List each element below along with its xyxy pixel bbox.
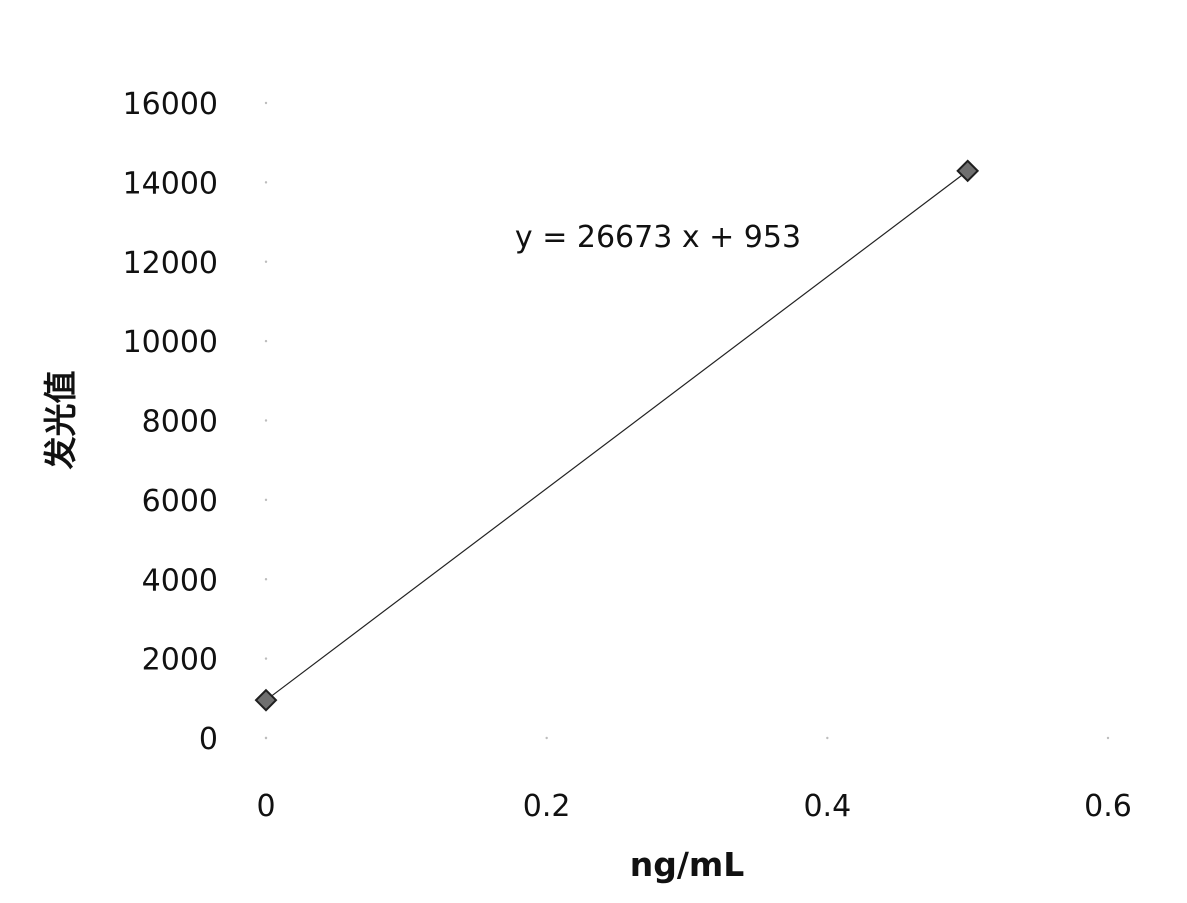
y-tick-dot — [265, 499, 267, 501]
y-tick-dot — [265, 657, 267, 659]
y-tick-dot — [265, 181, 267, 183]
x-axis-tick-labels: 0 0.2 0.4 0.6 — [256, 789, 1131, 824]
y-tick-label: 14000 — [123, 166, 218, 201]
y-tick-label: 0 — [199, 722, 218, 757]
y-tick-dot — [265, 578, 267, 580]
y-axis-tick-labels: 0 2000 4000 6000 8000 10000 12000 14000 16000 — [123, 87, 218, 757]
y-tick-dot — [265, 419, 267, 421]
y-tick-label: 6000 — [142, 484, 218, 519]
x-tick-dot — [1107, 737, 1109, 739]
y-tick-label: 16000 — [123, 87, 218, 122]
x-tick-label: 0 — [256, 789, 275, 824]
y-tick-label: 2000 — [142, 643, 218, 678]
y-tick-label: 8000 — [142, 405, 218, 440]
y-tick-label: 4000 — [142, 563, 218, 598]
x-tick-dot — [826, 737, 828, 739]
trendline-equation-label: y = 26673 x + 953 — [515, 220, 801, 255]
x-tick-label: 0.4 — [803, 789, 851, 824]
x-tick-label: 0.6 — [1084, 789, 1132, 824]
y-axis-title: 发光值 — [41, 371, 80, 470]
x-tick-dot — [545, 737, 547, 739]
y-tick-label: 10000 — [123, 325, 218, 360]
x-tick-label: 0.2 — [523, 789, 571, 824]
y-tick-dot — [265, 340, 267, 342]
y-tick-label: 12000 — [123, 246, 218, 281]
data-point-diamond — [256, 690, 276, 710]
y-tick-dot — [265, 261, 267, 263]
axis-tick-dots — [265, 102, 1109, 739]
data-point-diamond — [958, 161, 978, 181]
x-tick-dot — [265, 737, 267, 739]
y-tick-dot — [265, 102, 267, 104]
x-axis-title: ng/mL — [630, 845, 745, 884]
